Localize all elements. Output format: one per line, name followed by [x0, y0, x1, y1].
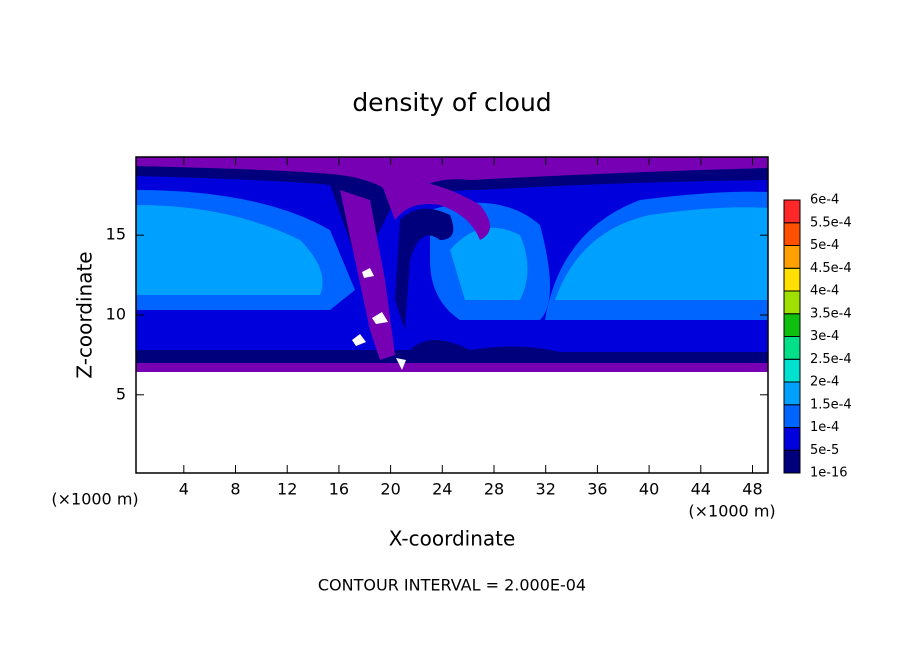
- x-tick-label: 4: [179, 480, 189, 499]
- colorbar-box: [783, 245, 801, 269]
- x-tick-label: 32: [536, 480, 556, 499]
- x-tick-label: 16: [329, 480, 349, 499]
- x-tick-label: 28: [484, 480, 504, 499]
- colorbar-label: 2e-4: [810, 375, 839, 390]
- colorbar-box: [783, 267, 801, 292]
- y-tick-label: 5: [116, 384, 126, 403]
- x-tick-label: 36: [587, 480, 607, 499]
- x-tick-label: 24: [432, 480, 452, 499]
- colorbar-box: [783, 358, 801, 383]
- x-tick-label: 40: [639, 480, 659, 499]
- colorbar-box: [783, 336, 801, 360]
- y-axis-title: Z-coordinate: [73, 251, 97, 378]
- colorbar-box: [783, 404, 801, 428]
- x-tick-label: 20: [380, 480, 400, 499]
- colorbar-label: 3e-4: [810, 329, 839, 344]
- x-tick-label: 12: [277, 480, 297, 499]
- x-tick-label: 48: [742, 480, 762, 499]
- colorbar-label: 4e-4: [810, 284, 839, 299]
- x-unit-right: (×1000 m): [688, 502, 775, 521]
- colorbar-label: 1e-4: [810, 420, 839, 435]
- colorbar-box: [783, 427, 801, 451]
- colorbar-label: 5e-5: [810, 443, 839, 458]
- colorbar-label: 1.5e-4: [810, 397, 852, 412]
- colorbar-box: [783, 449, 801, 474]
- colorbar-box: [783, 313, 801, 337]
- x-axis-title: X-coordinate: [389, 527, 516, 551]
- colorbar-label: 2.5e-4: [810, 352, 852, 367]
- x-unit-left: (×1000 m): [51, 490, 138, 509]
- y-tick-label: 15: [106, 225, 126, 244]
- colorbar-label: 3.5e-4: [810, 306, 852, 321]
- x-tick-label: 8: [230, 480, 240, 499]
- colorbar-label: 5.5e-4: [810, 215, 852, 230]
- x-tick-label: 44: [691, 480, 711, 499]
- colorbar-box: [783, 381, 801, 406]
- footer: CONTOUR INTERVAL = 2.000E-04: [318, 576, 586, 595]
- colorbar-label: 5e-4: [810, 238, 839, 253]
- colorbar-box: [783, 290, 801, 315]
- colorbar-label: 1e-16: [810, 466, 848, 481]
- colorbar-label: 6e-4: [810, 193, 839, 208]
- contour-field: [136, 157, 768, 473]
- colorbar-box: [783, 199, 801, 224]
- colorbar-label: 4.5e-4: [810, 261, 852, 276]
- y-tick-label: 10: [106, 305, 126, 324]
- colorbar-box: [783, 222, 801, 246]
- chart-title: density of cloud: [352, 88, 551, 117]
